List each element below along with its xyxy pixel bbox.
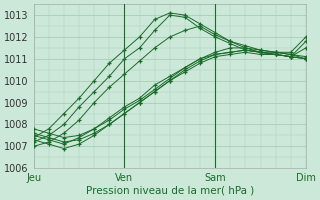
X-axis label: Pression niveau de la mer( hPa ): Pression niveau de la mer( hPa ) (86, 186, 254, 196)
